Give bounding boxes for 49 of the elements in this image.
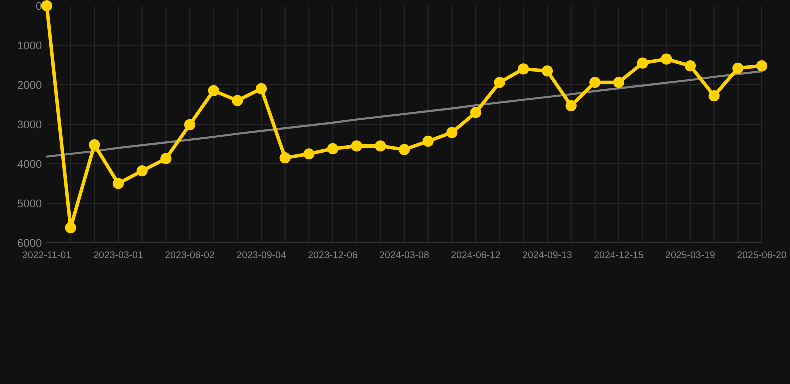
point: [732, 62, 744, 74]
point: [470, 107, 482, 118]
point: [446, 127, 458, 138]
y-tick-label: 2000: [18, 81, 42, 90]
x-tick-label: 2024-09-13: [523, 252, 572, 258]
point: [327, 143, 339, 155]
point: [637, 58, 648, 69]
point: [112, 178, 124, 190]
point: [89, 139, 100, 151]
y-tick-label: 1000: [18, 42, 42, 50]
x-tick-label: 2025-03-19: [666, 252, 715, 258]
y-tick-label: 3000: [18, 120, 42, 129]
point: [232, 95, 244, 106]
point: [756, 60, 768, 72]
point: [280, 152, 291, 164]
x-tick-label: 2023-09-04: [237, 252, 286, 258]
y-tick-label: 0: [36, 2, 42, 10]
x-tick-label: 2023-06-02: [166, 252, 214, 258]
point: [375, 140, 386, 152]
point: [184, 119, 196, 130]
point: [41, 0, 53, 12]
point: [518, 64, 530, 75]
point: [613, 77, 625, 88]
point: [160, 153, 172, 164]
y-tick-label: 6000: [18, 239, 42, 248]
x-tick-label: 2024-06-12: [452, 252, 500, 258]
point: [208, 85, 220, 96]
point: [684, 60, 696, 72]
point: [398, 144, 410, 156]
point: [542, 66, 554, 77]
point: [256, 83, 268, 95]
point: [661, 54, 672, 65]
point: [65, 222, 76, 234]
y-tick-label: 4000: [18, 160, 42, 168]
point: [136, 166, 148, 177]
point: [708, 90, 720, 102]
x-tick-label: 2023-03-01: [94, 252, 143, 258]
x-tick-label: 2023-12-06: [308, 252, 358, 258]
x-tick-label: 2024-03-08: [380, 252, 429, 258]
point: [351, 140, 362, 152]
x-tick-label: 2025-06-20: [738, 252, 786, 258]
point: [304, 148, 315, 160]
x-tick-label: 2024-12-15: [594, 252, 644, 258]
x-tick-label: 2022-11-01: [22, 252, 72, 258]
point: [422, 136, 434, 148]
point: [566, 100, 577, 112]
point: [494, 77, 506, 88]
y-tick-label: 5000: [18, 200, 42, 208]
point: [590, 77, 601, 88]
